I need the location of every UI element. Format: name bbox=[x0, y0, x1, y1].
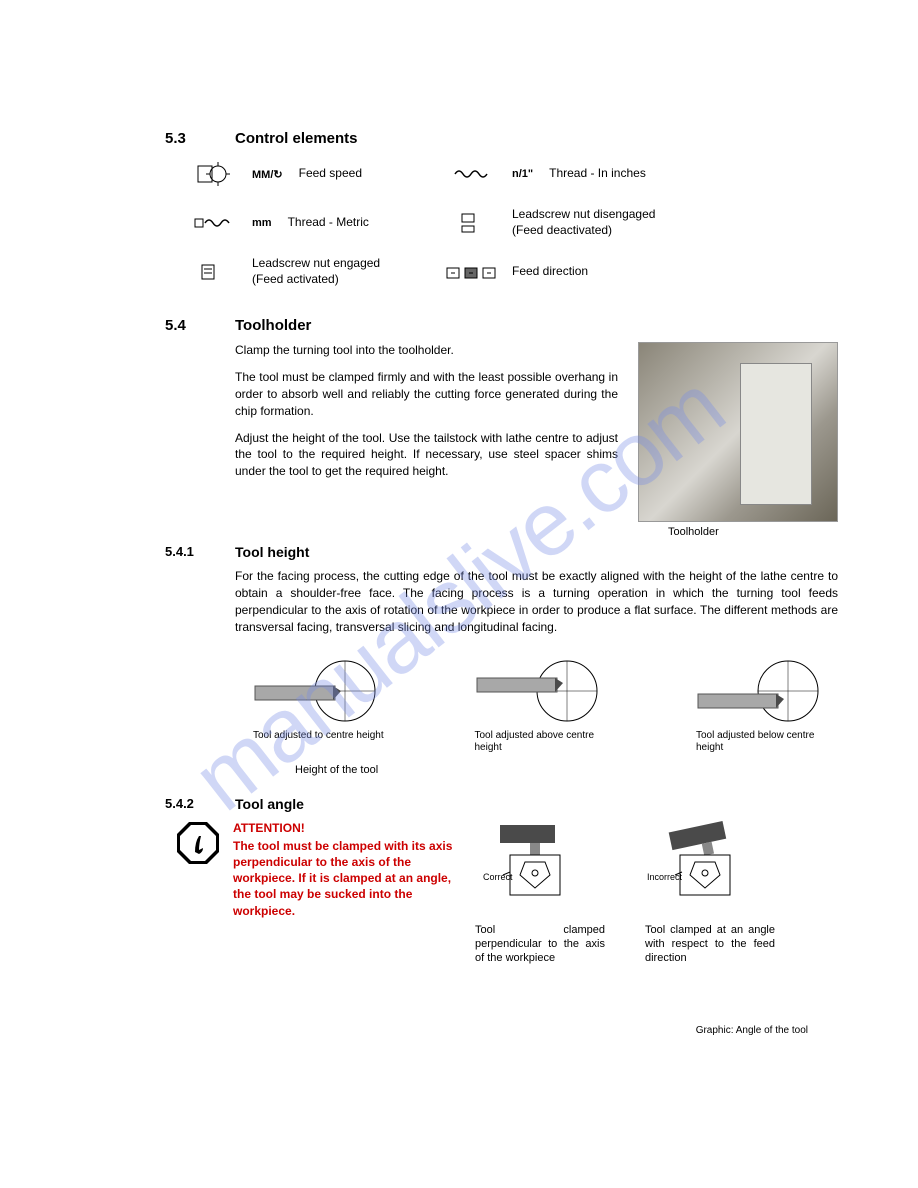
sec-num-5-3: 5.3 bbox=[165, 130, 235, 147]
svg-text:Incorrect: Incorrect bbox=[647, 872, 683, 882]
th-fig-above: Tool adjusted above centre height bbox=[457, 656, 617, 754]
graphic-note: Graphic: Angle of the tool bbox=[235, 1025, 808, 1036]
th-cap-centre: Tool adjusted to centre height bbox=[235, 730, 395, 742]
ctrl-thread-inches: n/1" Thread - In inches bbox=[445, 159, 725, 189]
toolholder-text: Clamp the turning tool into the toolhold… bbox=[235, 342, 618, 538]
sec-num-5-4-2: 5.4.2 bbox=[165, 796, 235, 812]
angle-correct-icon: Correct bbox=[475, 820, 595, 910]
attention-icon bbox=[175, 820, 221, 866]
tool-height-p1: For the facing process, the cutting edge… bbox=[235, 568, 838, 635]
attention-body: The tool must be clamped with its axis p… bbox=[233, 838, 453, 919]
ctrl-unit-mm: MM/↻ bbox=[252, 168, 283, 181]
toolholder-block: Clamp the turning tool into the toolhold… bbox=[235, 342, 838, 538]
ctrl-unit-n1: n/1" bbox=[512, 168, 533, 180]
ctrl-label-feed-speed: Feed speed bbox=[299, 166, 362, 182]
toolholder-figure: Toolholder bbox=[638, 342, 838, 538]
ctrl-label-feed-dir: Feed direction bbox=[512, 264, 588, 280]
angle-cap-correct: Tool clamped perpendicular to the axis o… bbox=[475, 923, 605, 966]
ctrl-label-nut-eng: Leadscrew nut engaged (Feed activated) bbox=[252, 256, 380, 287]
controls-grid: MM/↻ Feed speed n/1" Thread - In inches … bbox=[185, 159, 838, 287]
sec-title-control-elements: Control elements bbox=[235, 130, 358, 147]
toolholder-caption: Toolholder bbox=[638, 526, 838, 538]
tool-height-figures: Tool adjusted to centre height Tool adju… bbox=[235, 656, 838, 754]
th-cap-below: Tool adjusted below centre height bbox=[678, 730, 838, 754]
manual-page: 5.3 Control elements MM/↻ Feed speed n/1… bbox=[0, 0, 918, 1076]
ctrl-feed-direction: Feed direction bbox=[445, 256, 725, 287]
sec-num-5-4: 5.4 bbox=[165, 317, 235, 334]
th-fig-centre: Tool adjusted to centre height bbox=[235, 656, 395, 754]
ctrl-label-thread-in: Thread - In inches bbox=[549, 166, 646, 182]
ctrl-unit-mm2: mm bbox=[252, 217, 272, 229]
attention-block: ATTENTION! The tool must be clamped with… bbox=[235, 820, 838, 966]
sec-title-toolholder: Toolholder bbox=[235, 317, 311, 334]
sec-title-tool-height: Tool height bbox=[235, 544, 309, 560]
toolholder-p2: The tool must be clamped firmly and with… bbox=[235, 369, 618, 419]
tool-angle-content: ATTENTION! The tool must be clamped with… bbox=[235, 820, 838, 1037]
ctrl-nut-disengaged: Leadscrew nut disengaged (Feed deactivat… bbox=[445, 207, 725, 238]
angle-cap-incorrect: Tool clamped at an angle with respect to… bbox=[645, 923, 775, 966]
attention-heading: ATTENTION! bbox=[233, 820, 453, 836]
ctrl-nut-engaged: Leadscrew nut engaged (Feed activated) bbox=[185, 256, 435, 287]
toolholder-photo bbox=[638, 342, 838, 522]
ctrl-thread-metric: mm Thread - Metric bbox=[185, 207, 435, 238]
attention-text: ATTENTION! The tool must be clamped with… bbox=[233, 820, 453, 966]
angle-incorrect-icon: Incorrect bbox=[645, 820, 765, 910]
th-cap-above: Tool adjusted above centre height bbox=[457, 730, 617, 754]
section-5-4-2-header: 5.4.2 Tool angle bbox=[165, 796, 838, 812]
thread-metric-icon bbox=[185, 208, 240, 238]
section-5-4-1-header: 5.4.1 Tool height bbox=[165, 544, 838, 560]
toolholder-p3: Adjust the height of the tool. Use the t… bbox=[235, 430, 618, 480]
angle-figures: Correct Tool clamped perpendicular to th… bbox=[475, 820, 775, 966]
section-5-4-header: 5.4 Toolholder bbox=[165, 317, 838, 334]
tool-below-icon bbox=[688, 656, 828, 726]
thread-icon bbox=[445, 159, 500, 189]
angle-fig-incorrect: Incorrect Tool clamped at an angle with … bbox=[645, 820, 775, 966]
gear-icon bbox=[185, 159, 240, 189]
th-fig-below: Tool adjusted below centre height bbox=[678, 656, 838, 754]
angle-fig-correct: Correct Tool clamped perpendicular to th… bbox=[475, 820, 605, 966]
ctrl-feed-speed: MM/↻ Feed speed bbox=[185, 159, 435, 189]
tool-height-main-caption: Height of the tool bbox=[295, 764, 838, 776]
tool-above-icon bbox=[467, 656, 607, 726]
sec-title-tool-angle: Tool angle bbox=[235, 796, 304, 812]
section-5-3-header: 5.3 Control elements bbox=[165, 130, 838, 147]
svg-text:Correct: Correct bbox=[483, 872, 513, 882]
tool-centre-icon bbox=[245, 656, 385, 726]
ctrl-label-thread-mm: Thread - Metric bbox=[288, 215, 369, 231]
nut-engaged-icon bbox=[185, 257, 240, 287]
nut-disengaged-icon bbox=[445, 208, 500, 238]
sec-num-5-4-1: 5.4.1 bbox=[165, 544, 235, 560]
feed-direction-icon bbox=[445, 257, 500, 287]
tool-height-content: For the facing process, the cutting edge… bbox=[235, 568, 838, 775]
ctrl-label-nut-diseng: Leadscrew nut disengaged (Feed deactivat… bbox=[512, 207, 655, 238]
toolholder-p1: Clamp the turning tool into the toolhold… bbox=[235, 342, 618, 359]
